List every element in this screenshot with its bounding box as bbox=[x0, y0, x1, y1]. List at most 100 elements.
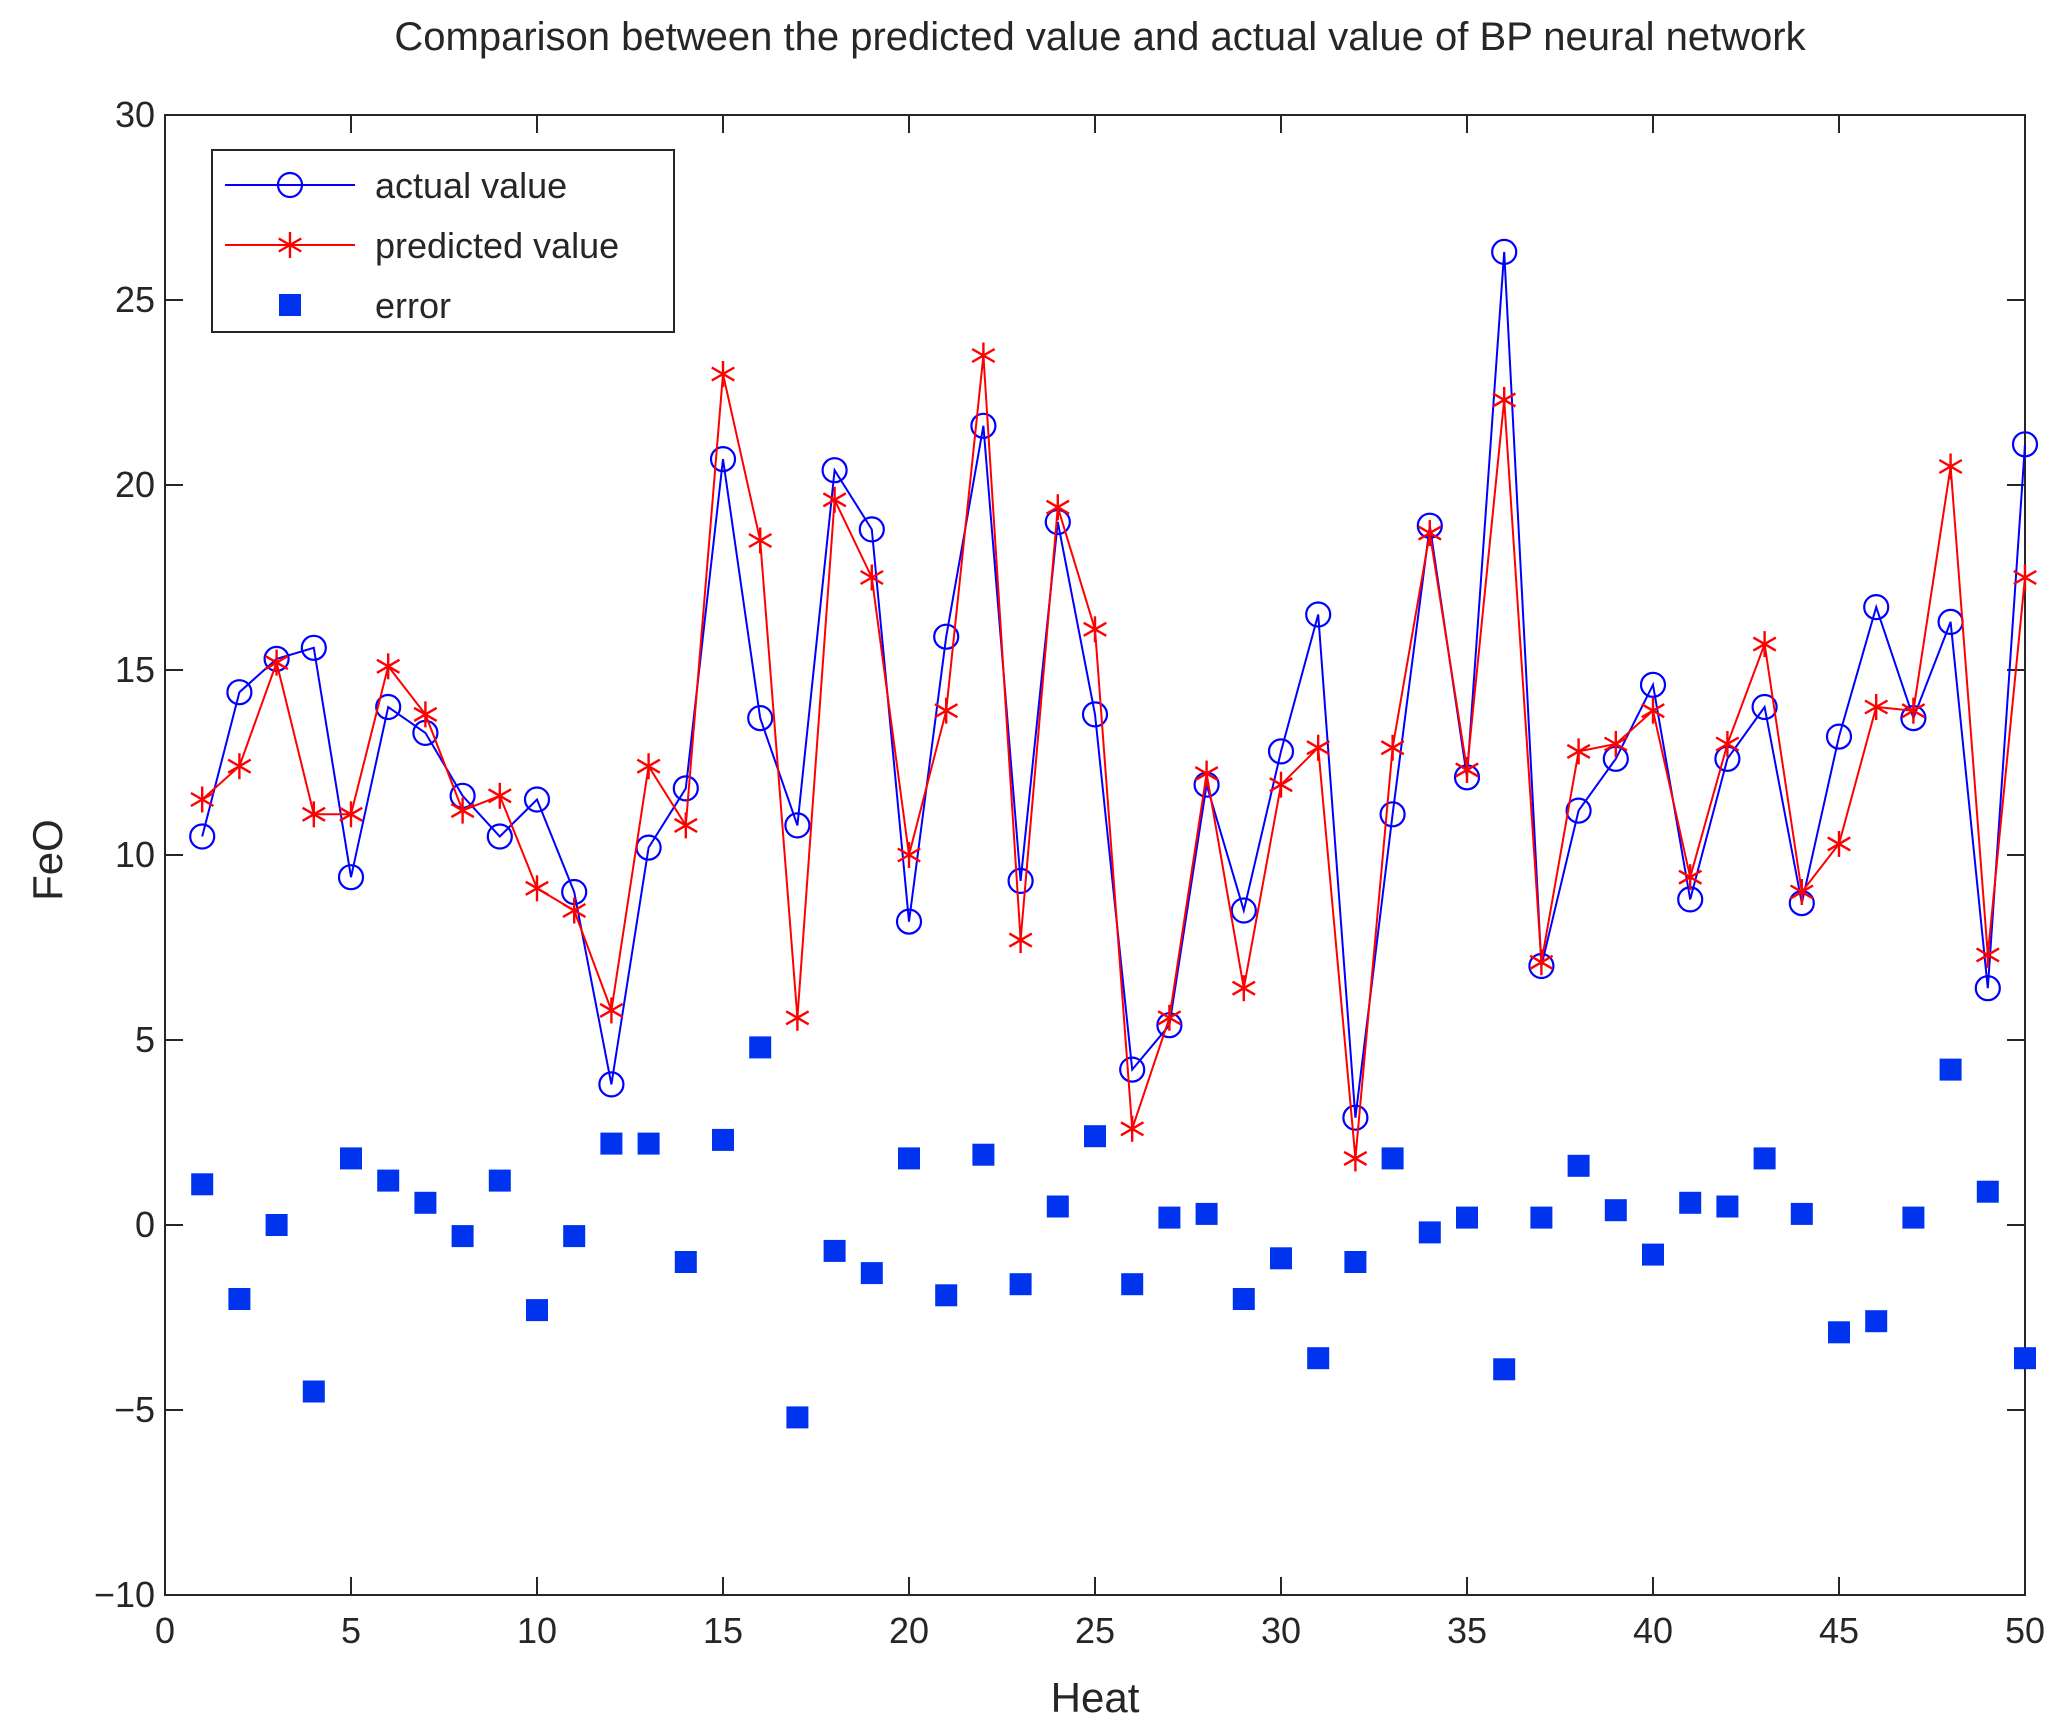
data-point bbox=[1158, 1206, 1181, 1229]
star-stroke bbox=[785, 1010, 810, 1026]
series-error bbox=[191, 1036, 2036, 1429]
data-point bbox=[1716, 1195, 1739, 1218]
star-stroke bbox=[1380, 740, 1405, 756]
star-stroke bbox=[1343, 1150, 1368, 1166]
data-point bbox=[1492, 386, 1517, 413]
y-tick-label: 25 bbox=[115, 279, 155, 320]
data-point bbox=[300, 634, 327, 661]
data-point bbox=[191, 1173, 214, 1196]
data-point bbox=[227, 753, 252, 780]
legend-label: error bbox=[375, 285, 451, 326]
legend: actual value predicted value error bbox=[211, 149, 675, 333]
data-point bbox=[265, 1214, 288, 1236]
data-point bbox=[972, 1143, 995, 1166]
data-point bbox=[228, 1288, 251, 1310]
data-point bbox=[563, 1225, 586, 1248]
data-point bbox=[1604, 1199, 1627, 1222]
data-point bbox=[786, 1406, 809, 1429]
data-point bbox=[600, 1132, 623, 1155]
x-tick-label: 10 bbox=[517, 1610, 557, 1651]
plot-area bbox=[164, 114, 2026, 1596]
data-point bbox=[1344, 1251, 1367, 1273]
data-point bbox=[1121, 1273, 1144, 1296]
star-stroke bbox=[748, 532, 773, 549]
data-point bbox=[1455, 756, 1479, 783]
star-stroke bbox=[1269, 777, 1293, 793]
star-stroke bbox=[525, 880, 549, 896]
data-point bbox=[1827, 830, 1851, 857]
data-point bbox=[1493, 1358, 1516, 1381]
legend-items: actual value predicted value error bbox=[225, 165, 619, 326]
series-line bbox=[201, 355, 2026, 1159]
data-point bbox=[672, 775, 699, 802]
x-tick-label: 50 bbox=[2005, 1610, 2045, 1651]
data-point bbox=[897, 842, 921, 868]
x-tick-label: 30 bbox=[1261, 1610, 1301, 1651]
star-stroke bbox=[376, 658, 401, 674]
star-stroke bbox=[1083, 621, 1107, 637]
x-tick-label: 0 bbox=[155, 1610, 175, 1651]
data-point bbox=[189, 823, 216, 850]
data-point bbox=[1306, 734, 1331, 761]
data-point bbox=[1381, 1147, 1404, 1170]
y-tick-label: 0 bbox=[135, 1204, 155, 1245]
data-point bbox=[785, 1004, 810, 1031]
legend-label: predicted value bbox=[375, 225, 619, 266]
data-point bbox=[1157, 1004, 1182, 1031]
star-stroke bbox=[487, 788, 512, 804]
star-stroke bbox=[450, 803, 475, 819]
x-axis-label: Heat bbox=[1051, 1674, 1140, 1721]
x-tick-label: 45 bbox=[1819, 1610, 1859, 1651]
star-stroke bbox=[190, 791, 215, 808]
data-point bbox=[1491, 238, 1518, 265]
star-stroke bbox=[934, 703, 959, 719]
data-point bbox=[711, 361, 735, 387]
data-point bbox=[526, 1299, 548, 1322]
data-point bbox=[1976, 1180, 1999, 1203]
star-stroke bbox=[897, 847, 921, 863]
legend-marker bbox=[279, 294, 301, 316]
data-point bbox=[823, 1239, 846, 1262]
data-point bbox=[712, 1128, 734, 1151]
data-point bbox=[375, 693, 402, 721]
legend-item: actual value bbox=[225, 165, 567, 206]
data-point bbox=[1417, 520, 1442, 547]
star-stroke bbox=[2013, 569, 2037, 586]
star-stroke bbox=[1715, 736, 1740, 752]
legend-item: predicted value bbox=[225, 225, 619, 266]
star-stroke bbox=[971, 347, 996, 364]
data-point bbox=[1678, 864, 1703, 891]
data-point bbox=[1231, 975, 1256, 1002]
data-point bbox=[1194, 760, 1219, 787]
data-point bbox=[971, 342, 996, 369]
data-point bbox=[2013, 564, 2037, 591]
data-point bbox=[860, 1262, 883, 1285]
star-stroke bbox=[1678, 869, 1703, 885]
star-stroke bbox=[1008, 932, 1033, 948]
data-point bbox=[748, 527, 773, 554]
data-point bbox=[1307, 1347, 1330, 1370]
data-point bbox=[970, 412, 997, 439]
star-stroke bbox=[1306, 740, 1331, 756]
star-stroke bbox=[1603, 736, 1628, 752]
star-stroke bbox=[711, 366, 735, 382]
star-stroke bbox=[1045, 499, 1070, 515]
star-stroke bbox=[562, 902, 587, 919]
x-tick-label: 40 bbox=[1633, 1610, 1673, 1651]
data-point bbox=[1565, 797, 1592, 824]
y-tick-label: 10 bbox=[115, 834, 155, 875]
star-stroke bbox=[1975, 947, 2000, 963]
data-point bbox=[1418, 1221, 1441, 1244]
star-stroke bbox=[1417, 525, 1442, 541]
series-predicted-value bbox=[190, 342, 2037, 1172]
data-point bbox=[598, 1071, 625, 1098]
data-point bbox=[414, 1191, 437, 1214]
y-tick-label: 20 bbox=[115, 464, 155, 505]
data-point bbox=[525, 875, 549, 902]
data-point bbox=[1753, 1147, 1776, 1170]
x-tick-label: 20 bbox=[889, 1610, 929, 1651]
data-point bbox=[933, 623, 960, 650]
star-stroke bbox=[1455, 762, 1479, 778]
data-point bbox=[1046, 1195, 1069, 1218]
